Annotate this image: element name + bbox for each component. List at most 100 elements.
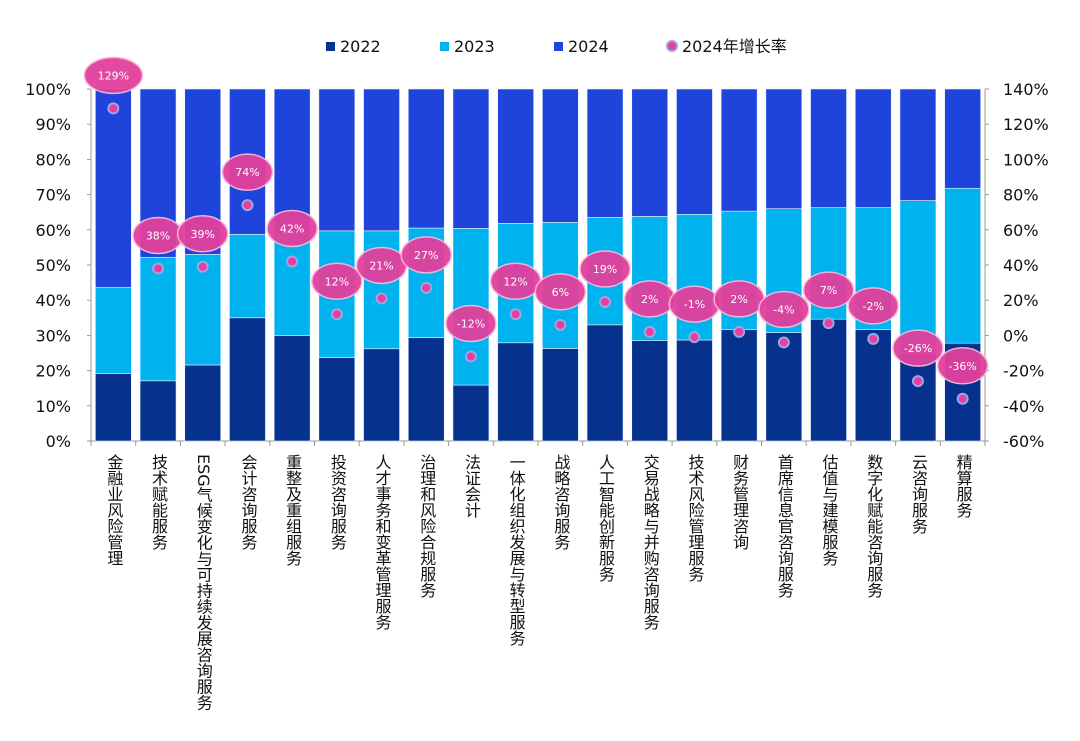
growth-data-label: 129%	[98, 69, 129, 82]
y-left-tick-label: 50%	[35, 256, 71, 275]
y-right-tick-label: 40%	[1003, 256, 1039, 275]
y-left-tick-label: 30%	[35, 326, 71, 345]
x-tick-label: 人才事务和变革管理服务	[372, 454, 392, 630]
bar-2022	[586, 324, 624, 442]
y-right-tick-label: 20%	[1003, 291, 1039, 310]
growth-data-label: -2%	[863, 300, 884, 313]
growth-data-label: -1%	[684, 298, 705, 311]
bar-2024	[944, 88, 981, 189]
growth-label-bubble	[758, 290, 810, 329]
growth-point	[688, 331, 701, 344]
bar-2022	[810, 318, 847, 442]
y-left-tick-label: 80%	[35, 150, 71, 169]
growth-label-bubble	[221, 153, 274, 191]
legend-label: 2024	[568, 37, 609, 56]
bar-2024	[273, 88, 311, 234]
x-tick-label: 估值与建模服务	[819, 454, 839, 566]
bar-2022	[452, 384, 490, 442]
growth-data-label: 2%	[730, 293, 747, 306]
growth-data-label: 21%	[369, 259, 393, 272]
x-tick-label: 重整及重组服务	[283, 454, 303, 566]
growth-data-label: -36%	[948, 360, 976, 373]
bar-2023	[139, 256, 177, 382]
y-left-tick-label: 60%	[35, 221, 71, 240]
bar-2024	[318, 88, 356, 232]
growth-data-label: 74%	[235, 166, 259, 179]
bar-2024	[810, 88, 847, 208]
bar-2023	[631, 216, 669, 341]
bar-2024	[542, 88, 579, 223]
growth-point	[420, 281, 433, 294]
growth-point	[196, 260, 209, 273]
growth-point	[509, 308, 522, 321]
legend-label: 2024年增长率	[682, 37, 787, 56]
y-left-tick-label: 100%	[25, 80, 71, 99]
legend-marker-2024	[554, 42, 563, 51]
bar-2022	[542, 348, 579, 442]
x-tick-label: 技术风险管理服务	[685, 454, 705, 582]
growth-label-bubble	[936, 347, 989, 385]
growth-data-label: 12%	[503, 275, 527, 288]
growth-label-bubble	[177, 215, 229, 253]
growth-label-bubble	[579, 250, 631, 288]
y-right-tick-label: 100%	[1003, 150, 1049, 169]
legend-label: 2023	[454, 37, 495, 56]
growth-label-bubble	[847, 287, 899, 325]
bar-2024	[631, 88, 669, 217]
growth-data-label: 2%	[641, 293, 658, 306]
growth-label-bubble	[892, 329, 944, 367]
bar-2023	[95, 287, 132, 374]
y-right-tick-label: 140%	[1003, 80, 1049, 99]
growth-point	[241, 199, 254, 212]
growth-label-bubble	[311, 262, 363, 301]
growth-data-label: 39%	[191, 228, 215, 241]
bar-2022	[765, 332, 803, 442]
y-left-tick-label: 40%	[35, 291, 71, 310]
growth-point	[286, 255, 299, 268]
growth-label-bubble	[802, 271, 855, 309]
growth-point	[464, 350, 477, 363]
growth-data-label: 7%	[820, 284, 837, 297]
bar-2022	[407, 337, 445, 442]
growth-point	[956, 392, 969, 405]
bar-2023	[184, 254, 222, 366]
bar-2023	[229, 234, 266, 319]
bar-2023	[899, 200, 937, 354]
x-tick-label: 首席信息官咨询服务	[774, 454, 794, 598]
y-right-tick-label: 80%	[1003, 186, 1039, 205]
bar-2022	[497, 342, 534, 442]
legend-marker-2023	[440, 42, 449, 51]
growth-point	[107, 102, 120, 115]
bar-2022	[854, 329, 892, 442]
growth-data-label: 6%	[552, 286, 569, 299]
growth-data-label: -26%	[904, 342, 932, 355]
y-right-tick-label: 0%	[1003, 326, 1028, 345]
x-tick-label: 交易战略与并购咨询服务	[640, 454, 660, 630]
bar-2022	[229, 317, 266, 442]
growth-point	[911, 375, 924, 388]
bar-2024	[95, 88, 132, 288]
bar-2024	[407, 88, 445, 229]
growth-point	[330, 308, 343, 321]
x-tick-label: 数字化赋能咨询服务	[864, 454, 884, 598]
x-tick-label: 金融业风险管理	[104, 454, 124, 566]
growth-point	[375, 292, 388, 305]
x-tick-label: 法证会计	[461, 454, 481, 518]
growth-point	[777, 336, 790, 349]
x-tick-label: 一体化组织发展与转型服务	[506, 454, 526, 646]
growth-point	[733, 325, 746, 338]
growth-data-label: 38%	[146, 230, 170, 243]
bar-2024	[452, 88, 490, 229]
growth-point	[822, 317, 835, 330]
growth-data-label: 27%	[414, 249, 438, 262]
bar-2022	[363, 348, 400, 442]
growth-point	[643, 325, 656, 338]
growth-label-bubble	[266, 209, 318, 248]
bar-2024	[899, 88, 937, 201]
bar-2024	[854, 88, 892, 208]
y-left-tick-label: 0%	[46, 432, 71, 451]
y-right-tick-label: -60%	[1003, 432, 1044, 451]
bar-2024	[765, 88, 803, 209]
growth-point	[152, 262, 165, 275]
bar-2024	[586, 88, 624, 218]
